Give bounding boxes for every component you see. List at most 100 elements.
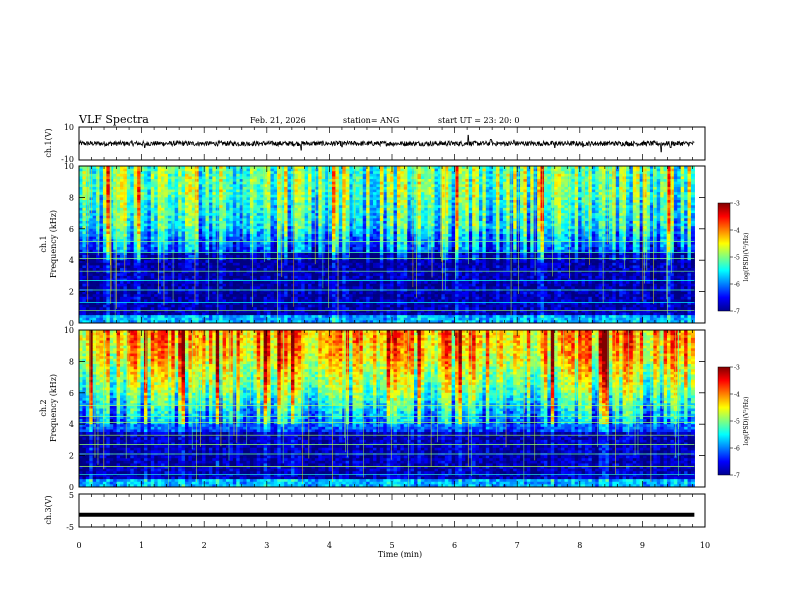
spectrogram-cell (301, 218, 306, 222)
spectrogram-cell (256, 231, 261, 235)
spectrogram-cell (677, 179, 682, 183)
spectrogram-cell (181, 168, 186, 172)
spectrogram-cell (485, 186, 490, 191)
spectrogram-cell (229, 176, 234, 180)
spectrogram-cell (164, 210, 169, 214)
spectrogram-cell (150, 181, 155, 185)
spectrogram-cell (639, 197, 644, 201)
spectrogram-cell (649, 228, 654, 233)
spectrogram-cell (653, 179, 658, 183)
spectrogram-cell (321, 218, 326, 222)
spectrogram-cell (584, 179, 589, 183)
spectrogram-cell (543, 207, 548, 212)
spectrogram-cell (92, 226, 97, 230)
spectrogram-cell (174, 223, 179, 227)
spectrogram-cell (660, 173, 665, 178)
spectrogram-cell (420, 192, 425, 196)
spectrogram-cell (369, 179, 374, 183)
spectrogram-cell (366, 181, 371, 185)
spectrogram-cell (143, 179, 148, 183)
spectrogram-cell (475, 186, 480, 191)
spectrogram-cell (591, 184, 596, 188)
spectrogram-cell (297, 210, 302, 214)
spectrogram-cell (301, 194, 306, 198)
spectrogram-cell (338, 176, 343, 180)
spectrogram-cell (561, 215, 566, 219)
spectrogram-cell (561, 213, 566, 217)
spectrogram-cell (287, 215, 292, 219)
spectrogram-cell (444, 173, 449, 178)
spectrogram-cell (489, 192, 494, 196)
spectrogram-cell (184, 226, 189, 230)
spectrogram-cell (602, 200, 607, 204)
spectrogram-cell (314, 207, 319, 212)
spectrogram-cell (636, 234, 641, 238)
spectrogram-cell (202, 205, 207, 209)
spectrogram-cell (673, 166, 678, 170)
spectrogram-cell (267, 205, 272, 209)
spectrogram-cell (588, 228, 593, 233)
spectrogram-cell (595, 228, 600, 233)
spectrogram-cell (526, 189, 531, 193)
spectrogram-cell (325, 236, 330, 240)
spectrogram-cell (212, 200, 217, 204)
spectrogram-cell (461, 173, 466, 178)
spectrogram-cell (485, 171, 490, 175)
spectrogram-cell (198, 226, 203, 230)
spectrogram-cell (489, 207, 494, 212)
spectrogram-cell (571, 186, 576, 191)
spectrogram-cell (301, 210, 306, 214)
spectrogram-cell (506, 228, 511, 233)
spectrogram-cell (267, 192, 272, 196)
spectrogram-cell (530, 166, 535, 170)
spectrogram-cell (284, 215, 289, 219)
spectrogram-cell (314, 215, 319, 219)
spectrogram-cell (106, 231, 111, 235)
spectrogram-cell (667, 215, 672, 219)
spectrogram-cell (523, 192, 528, 196)
spectrogram-cell (222, 205, 227, 209)
spectrogram-cell (338, 215, 343, 219)
spectrogram-cell (557, 176, 562, 180)
spectrogram-cell (444, 176, 449, 180)
spectrogram-cell (482, 215, 487, 219)
spectrogram-cell (547, 210, 552, 214)
spectrogram-cell (109, 213, 114, 217)
spectrogram-cell (660, 220, 665, 225)
spectrogram-cell (369, 173, 374, 178)
spectrogram-cell (304, 228, 309, 233)
spectrogram-cell (373, 179, 378, 183)
spectrogram-cell (133, 176, 138, 180)
spectrogram-cell (414, 207, 419, 212)
spectrogram-cell (256, 210, 261, 214)
spectrogram-cell (441, 194, 446, 198)
spectrogram-cell (379, 192, 384, 196)
spectrogram-cell (526, 213, 531, 217)
spectrogram-cell (345, 171, 350, 175)
spectrogram-cell (496, 231, 501, 235)
spectrogram-cell (174, 173, 179, 178)
spectrogram-cell (639, 226, 644, 230)
spectrogram-cell (308, 220, 313, 225)
spectrogram-cell (376, 166, 381, 170)
spectrogram-cell (677, 220, 682, 225)
spectrogram-cell (581, 231, 586, 235)
spectrogram-cell (318, 236, 323, 240)
spectrogram-cell (434, 215, 439, 219)
spectrogram-cell (123, 231, 128, 235)
spectrogram-cell (376, 189, 381, 193)
spectrogram-cell (239, 176, 244, 180)
spectrogram-cell (256, 226, 261, 230)
spectrogram-cell (338, 207, 343, 212)
spectrogram-cell (321, 200, 326, 204)
spectrogram-cell (109, 173, 114, 178)
spectrogram-cell (667, 218, 672, 222)
spectrogram-cell (496, 166, 501, 170)
spectrogram-cell (571, 223, 576, 227)
spectrogram-cell (140, 207, 145, 212)
spectrogram-cell (602, 231, 607, 235)
spectrogram-cell (441, 200, 446, 204)
spectrogram-cell (373, 220, 378, 225)
spectrogram-cell (537, 171, 542, 175)
spectrogram-cell (270, 184, 275, 188)
